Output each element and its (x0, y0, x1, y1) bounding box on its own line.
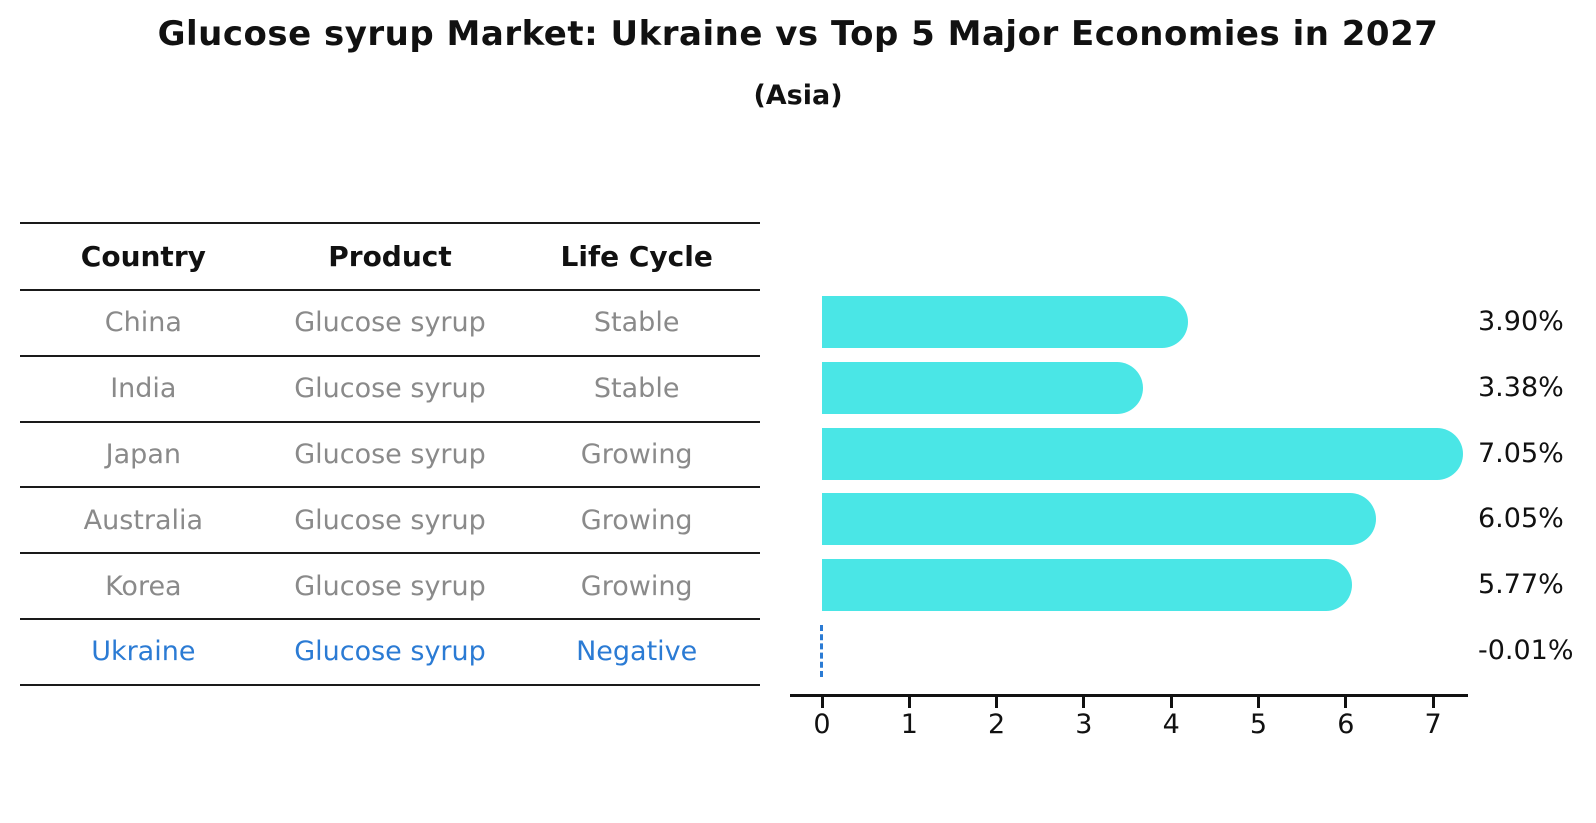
x-tick-label: 1 (900, 709, 918, 740)
cell-product: Glucose syrup (294, 438, 486, 470)
value-label-india: 3.38% (1478, 371, 1564, 403)
bar-korea (822, 559, 1352, 612)
x-tick-mark (1257, 697, 1260, 708)
x-tick-mark (907, 697, 911, 708)
x-tick-mark (1344, 697, 1348, 708)
value-label-china: 3.90% (1478, 306, 1564, 337)
x-tick-label: 0 (813, 709, 831, 740)
x-tick-label: 2 (988, 709, 1006, 740)
cell-country: Australia (83, 504, 204, 536)
zero-marker-ukraine (820, 625, 823, 677)
cell-product: Glucose syrup (294, 570, 486, 602)
cell-product: Glucose syrup (294, 307, 486, 339)
column-header-country: Country (80, 240, 206, 273)
cell-life-cycle: Negative (576, 636, 698, 668)
x-tick-mark (995, 697, 999, 708)
page-title: Glucose syrup Market: Ukraine vs Top 5 M… (157, 14, 1439, 54)
column-header-life-cycle: Life Cycle (560, 240, 713, 273)
cell-life-cycle: Growing (580, 504, 693, 536)
cell-product: Glucose syrup (294, 636, 486, 668)
value-label-ukraine: -0.01% (1478, 635, 1574, 666)
cell-product: Glucose syrup (294, 373, 486, 405)
cell-life-cycle: Growing (580, 438, 693, 470)
x-tick-mark (1431, 697, 1435, 708)
x-tick-label: 4 (1162, 709, 1180, 740)
x-tick-mark (1082, 697, 1086, 708)
cell-product: Glucose syrup (294, 504, 486, 536)
cell-life-cycle: Stable (593, 307, 680, 339)
x-tick-label: 5 (1249, 709, 1268, 740)
cell-country: India (110, 373, 177, 405)
bar-china (822, 296, 1189, 348)
bar-india (822, 361, 1144, 414)
x-tick-label: 3 (1075, 709, 1093, 740)
value-label-korea: 5.77% (1478, 569, 1564, 601)
value-label-australia: 6.05% (1478, 503, 1564, 535)
value-label-japan: 7.05% (1478, 437, 1564, 469)
cell-country: Korea (105, 570, 182, 602)
x-tick-mark (1169, 697, 1173, 708)
table-row: China Glucose syrup Stable (20, 291, 760, 357)
country-table: Country Product Life Cycle China Glucose… (20, 222, 760, 686)
cell-life-cycle: Growing (580, 570, 693, 602)
cell-country: China (104, 307, 182, 339)
x-axis-line (790, 694, 1468, 697)
x-tick-mark (820, 697, 824, 708)
x-tick-label: 6 (1337, 709, 1355, 740)
cell-life-cycle: Stable (593, 373, 680, 405)
x-tick-label: 7 (1424, 709, 1442, 740)
table-row: Australia Glucose syrup Growing (20, 488, 760, 555)
cell-country: Ukraine (91, 636, 196, 668)
bar-japan (822, 427, 1464, 480)
bar-australia (822, 493, 1377, 546)
cell-country: Japan (105, 438, 181, 470)
table-row: Korea Glucose syrup Growing (20, 554, 760, 620)
column-header-product: Product (328, 240, 452, 273)
table-header-row: Country Product Life Cycle (20, 224, 760, 291)
page-subtitle: (Asia) (753, 80, 843, 111)
table-row: India Glucose syrup Stable (20, 357, 760, 423)
table-row-ukraine: Ukraine Glucose syrup Negative (20, 620, 760, 686)
table-row: Japan Glucose syrup Growing (20, 423, 760, 489)
